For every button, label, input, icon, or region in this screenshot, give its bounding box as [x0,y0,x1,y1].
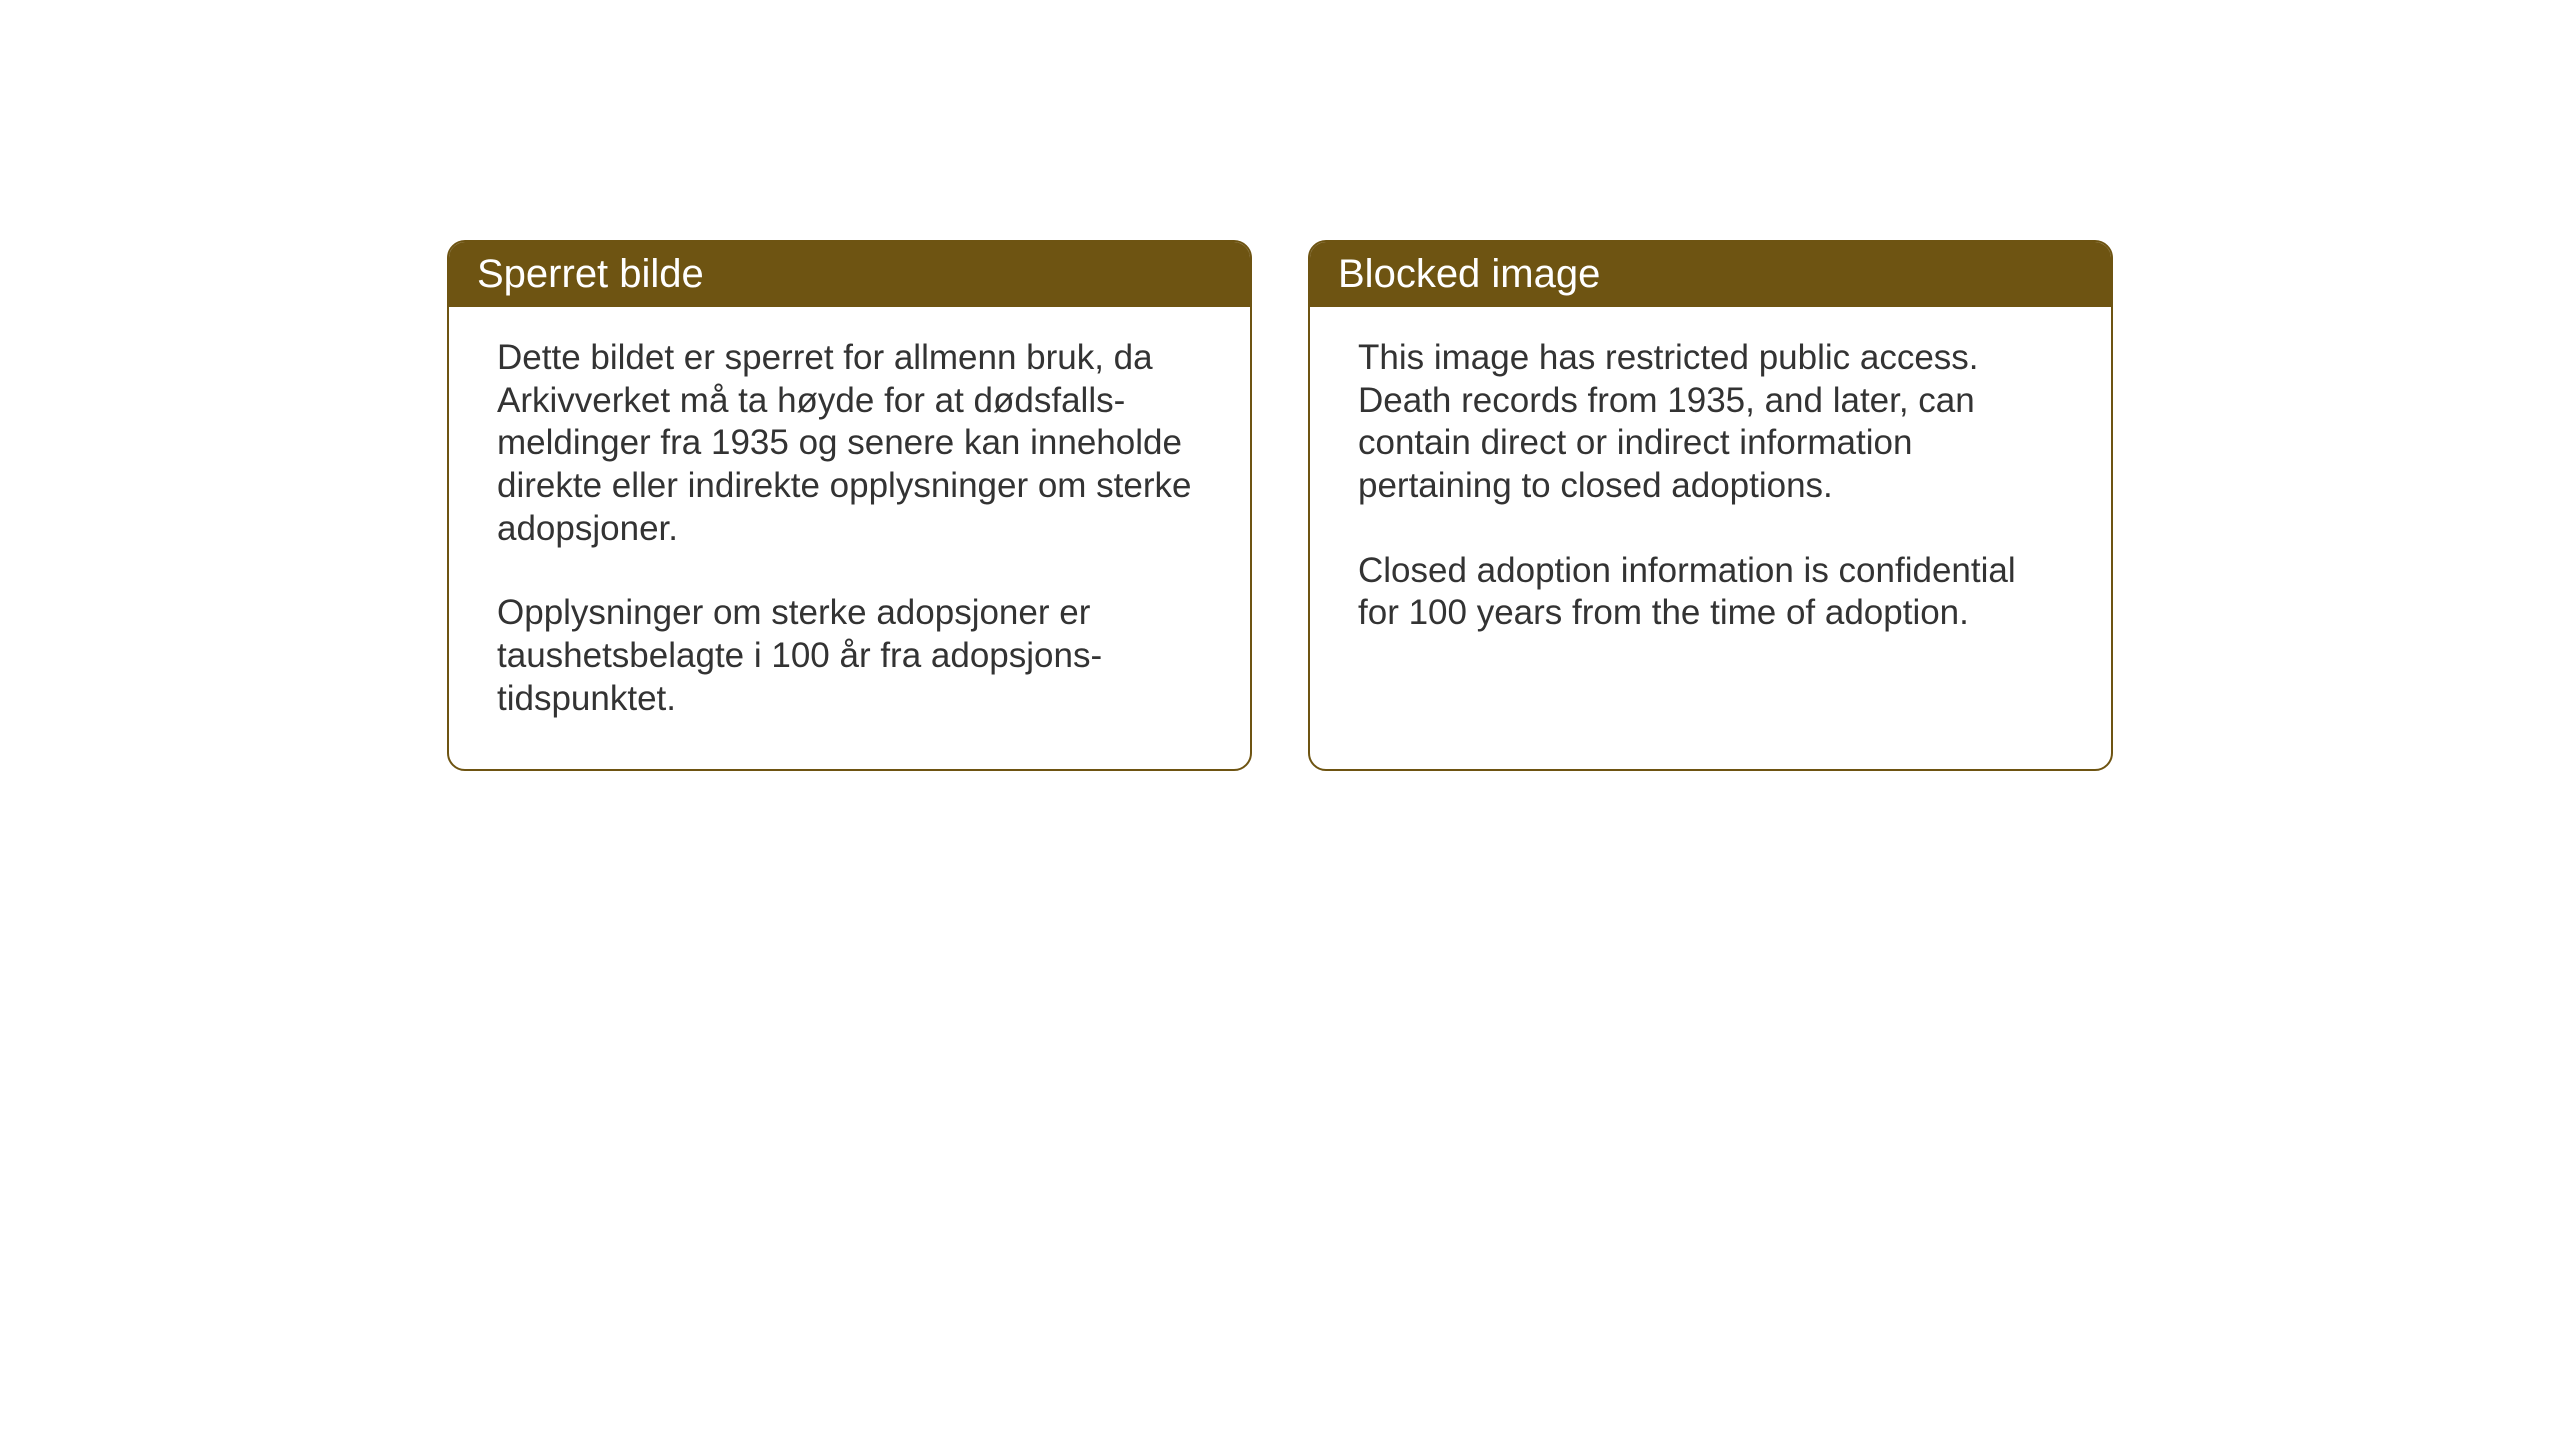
card-header-norwegian: Sperret bilde [449,242,1250,307]
card-paragraph-1-norwegian: Dette bildet er sperret for allmenn bruk… [497,337,1202,550]
card-header-english: Blocked image [1310,242,2111,307]
card-norwegian: Sperret bilde Dette bildet er sperret fo… [447,240,1252,771]
card-paragraph-2-norwegian: Opplysninger om sterke adopsjoner er tau… [497,592,1202,720]
card-english: Blocked image This image has restricted … [1308,240,2113,771]
cards-container: Sperret bilde Dette bildet er sperret fo… [447,240,2113,771]
card-paragraph-2-english: Closed adoption information is confident… [1358,550,2063,635]
card-body-norwegian: Dette bildet er sperret for allmenn bruk… [449,307,1250,769]
card-paragraph-1-english: This image has restricted public access.… [1358,337,2063,508]
card-body-english: This image has restricted public access.… [1310,307,2111,683]
card-title-english: Blocked image [1338,252,1600,296]
card-title-norwegian: Sperret bilde [477,252,704,296]
